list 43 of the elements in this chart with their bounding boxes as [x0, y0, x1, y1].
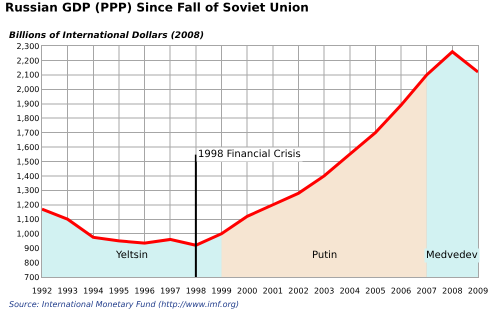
- y-tick-label: 2,300: [16, 42, 40, 51]
- y-tick-label: 1,400: [16, 172, 40, 181]
- y-tick-label: 800: [24, 258, 40, 268]
- line-series: [42, 50, 478, 247]
- x-tick-label: 1996: [134, 286, 155, 296]
- series-label: Putin: [312, 250, 338, 261]
- y-tick-label: 1,800: [16, 114, 40, 123]
- y-tick-label: 900: [24, 244, 40, 253]
- x-tick-label: 2006: [390, 286, 412, 296]
- x-tick-label: 2007: [416, 286, 437, 296]
- x-tick-label: 2008: [442, 286, 463, 296]
- x-tick-label: 2004: [340, 286, 360, 296]
- x-tick-label: 1993: [57, 286, 78, 296]
- x-tick-label: 2000: [237, 286, 258, 296]
- y-tick-label: 700: [24, 272, 40, 282]
- y-tick-label: 2,100: [16, 70, 40, 80]
- x-tick-label: 2002: [288, 286, 309, 296]
- ref-line-label: 1998 Financial Crisis: [198, 149, 301, 160]
- y-tick-label: 2,200: [16, 56, 40, 66]
- x-tick-label: 1995: [108, 286, 130, 296]
- x-tick-label: 1999: [211, 286, 232, 296]
- y-tick-label: 1,000: [16, 229, 40, 238]
- x-tick-label: 2001: [262, 286, 283, 296]
- y-tick-label: 1,100: [16, 215, 40, 224]
- series-label: Medvedev: [426, 250, 478, 261]
- y-tick-label: 1,700: [16, 128, 40, 138]
- x-tick-label: 1997: [160, 286, 180, 296]
- y-tick-label: 1,900: [16, 100, 40, 109]
- x-tick-label: 1994: [83, 286, 104, 296]
- series-label: Yeltsin: [115, 250, 148, 261]
- chart-subtitle: Billions of International Dollars (2008): [9, 31, 204, 41]
- x-tick-label: 2009: [468, 286, 488, 296]
- chart-title: Russian GDP (PPP) Since Fall of Soviet Union: [5, 0, 309, 15]
- y-tick-label: 1,300: [16, 186, 40, 196]
- x-tick-label: 2003: [314, 286, 334, 296]
- x-tick-label: 1992: [32, 286, 52, 296]
- y-tick-label: 1,500: [16, 157, 40, 166]
- x-tick-label: 2005: [365, 286, 386, 296]
- y-tick-label: 2,000: [16, 85, 40, 94]
- x-tick-label: 1998: [186, 286, 206, 296]
- y-tick-label: 1,200: [16, 200, 40, 210]
- source-note: Source: International Monetary Fund (http://www.imf.org): [9, 300, 239, 309]
- y-tick-label: 1,600: [16, 142, 40, 152]
